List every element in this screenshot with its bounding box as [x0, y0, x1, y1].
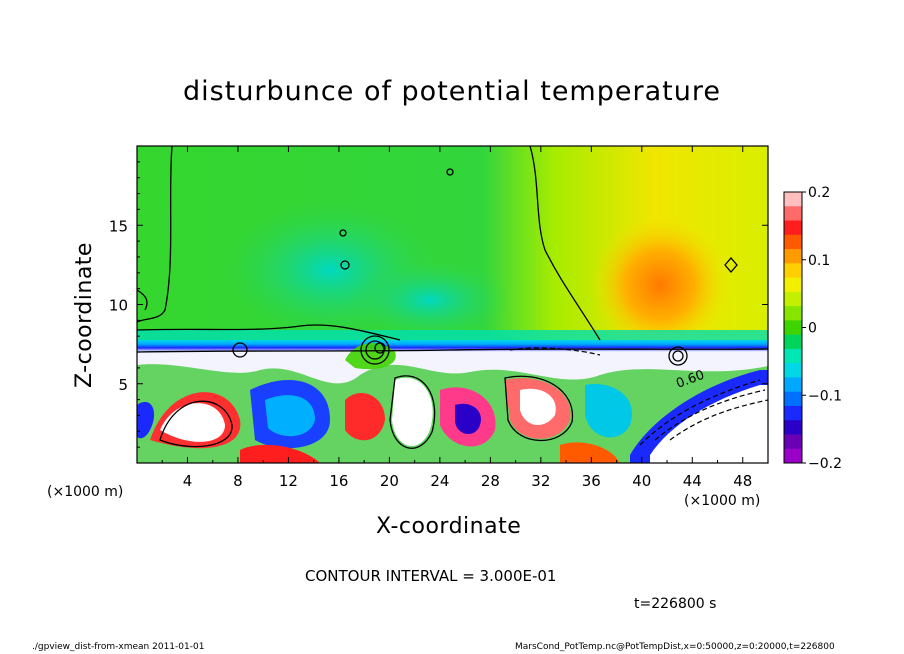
colorbar-label: 0.2 [808, 185, 830, 201]
colorbar-label: −0.2 [808, 456, 842, 472]
colorbar-swatch [784, 448, 802, 464]
y-axis-label: Z-coordinate [72, 242, 97, 388]
colorbar-swatch [784, 434, 802, 450]
colorbar-swatch [784, 206, 802, 222]
time-label: t=226800 s [634, 596, 717, 612]
x-tick-label: 24 [430, 472, 449, 490]
colorbar-swatch [784, 405, 802, 421]
footer-left: ./gpview_dist-from-xmean 2011-01-01 [32, 642, 205, 652]
colorbar-swatch [784, 377, 802, 393]
colorbar-swatch [784, 320, 802, 336]
heatmap-field [137, 146, 768, 463]
colorbar-swatch [784, 334, 802, 350]
y-axis: 5 10 15 [109, 161, 768, 448]
contour-lines [137, 146, 768, 449]
colorbar-swatch [784, 306, 802, 321]
colorbar-swatch [784, 420, 802, 435]
x-tick-label: 20 [380, 472, 399, 490]
footer-right: MarsCond_PotTemp.nc@PotTempDist,x=0:5000… [515, 642, 835, 652]
x-tick-label: 44 [683, 472, 702, 490]
x-tick-label: 32 [531, 472, 550, 490]
colorbar-swatch [784, 192, 802, 207]
x-tick-label: 28 [481, 472, 500, 490]
colorbar-swatch [784, 234, 802, 250]
contour-interval-text: CONTOUR INTERVAL = 3.000E-01 [305, 567, 557, 585]
colorbar-swatch [784, 249, 802, 264]
negative-contours [509, 347, 768, 446]
y-tick-label: 5 [118, 376, 128, 394]
x-tick-label: 4 [183, 472, 193, 490]
x-tick-label: 40 [632, 472, 651, 490]
x-tick-label: 36 [582, 472, 601, 490]
x-axis: 4 8 12 16 20 24 28 32 36 40 44 48 [161, 146, 752, 490]
colorbar-label: 0 [808, 321, 817, 337]
y-tick-label: 10 [109, 297, 128, 315]
x-tick-label: 8 [233, 472, 243, 490]
colorbar-swatch [784, 291, 802, 307]
x-tick-label: 48 [733, 472, 752, 490]
colorbar-swatch [784, 263, 802, 279]
colorbar-label: −0.1 [808, 388, 842, 404]
x-unit-right: (×1000 m) [684, 493, 761, 509]
colorbar-swatch [784, 277, 802, 293]
colorbar-swatch [784, 391, 802, 407]
colorbar-swatch [784, 348, 802, 364]
y-tick-label: 15 [109, 217, 128, 235]
x-unit-left: (×1000 m) [47, 484, 124, 500]
x-tick-label: 16 [329, 472, 348, 490]
colorbar-swatch [784, 220, 802, 236]
colorbar-swatch [784, 363, 802, 378]
chart-title: disturbunce of potential temperature [183, 76, 721, 107]
x-axis-label: X-coordinate [376, 514, 522, 539]
colorbar-label: 0.1 [808, 253, 830, 269]
x-tick-label: 12 [279, 472, 298, 490]
colorbar: 0.2 0.1 0 −0.1 −0.2 [783, 185, 842, 472]
